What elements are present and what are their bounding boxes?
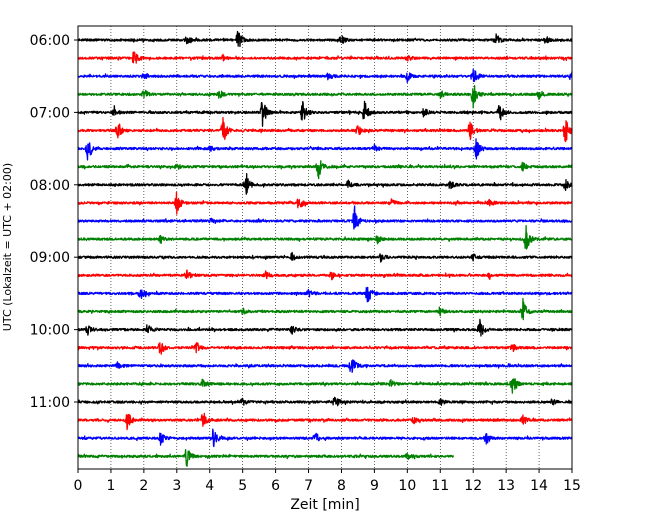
trace-0800 [77, 173, 573, 195]
x-tick-label: 1 [106, 478, 115, 494]
trace-1000 [77, 318, 573, 337]
x-tick-label: 12 [464, 478, 482, 494]
trace-0745 [77, 160, 573, 180]
x-tick-label: 2 [139, 478, 148, 494]
x-tick-label: 3 [172, 478, 181, 494]
trace-0615 [77, 51, 573, 64]
x-axis-ticks: 0 1 2 3 4 5 6 7 8 9 10 11 12 13 14 15 [74, 469, 581, 494]
y-tick-label: 10:00 [30, 323, 70, 339]
y-tick-label: 11:00 [30, 395, 70, 411]
x-tick-label: 7 [304, 478, 313, 494]
trace-1100 [77, 396, 573, 407]
trace-0945 [77, 297, 573, 321]
x-tick-label: 4 [205, 478, 214, 494]
trace-1130 [77, 428, 573, 448]
x-tick-label: 9 [370, 478, 379, 494]
y-axis-ticks: 06:00 07:00 08:00 09:00 10:00 11:00 [30, 33, 78, 411]
y-tick-label: 07:00 [30, 105, 70, 121]
trace-0915 [77, 269, 573, 281]
trace-1030 [77, 359, 573, 373]
trace-0900 [77, 251, 573, 263]
trace-group [77, 30, 573, 467]
trace-0845 [77, 225, 573, 250]
y-tick-label: 08:00 [30, 178, 70, 194]
trace-0830 [77, 205, 573, 230]
trace-0730 [77, 138, 573, 161]
trace-1115 [77, 412, 573, 431]
trace-0630 [77, 68, 573, 84]
trace-0700 [77, 100, 573, 127]
trace-1015 [77, 342, 573, 355]
trace-1145 [77, 448, 455, 467]
x-tick-label: 11 [431, 478, 449, 494]
vertical-gridlines [110, 26, 540, 469]
y-axis-label: UTC (Lokalzeit = UTC + 02:00) [1, 163, 14, 331]
trace-0715 [77, 117, 573, 143]
trace-0600 [77, 30, 573, 48]
trace-0815 [77, 191, 573, 215]
x-tick-label: 0 [74, 478, 83, 494]
trace-1045 [77, 378, 573, 394]
y-tick-label: 06:00 [30, 33, 70, 49]
x-tick-label: 13 [497, 478, 515, 494]
y-tick-label: 09:00 [30, 250, 70, 266]
trace-0930 [77, 286, 573, 303]
x-tick-label: 6 [271, 478, 280, 494]
x-tick-label: 15 [563, 478, 581, 494]
x-tick-label: 10 [398, 478, 416, 494]
x-axis-label: Zeit [min] [290, 497, 359, 513]
x-tick-label: 8 [337, 478, 346, 494]
trace-0645 [77, 85, 573, 109]
x-tick-label: 5 [238, 478, 247, 494]
x-tick-label: 14 [530, 478, 548, 494]
plot-frame [77, 25, 573, 470]
